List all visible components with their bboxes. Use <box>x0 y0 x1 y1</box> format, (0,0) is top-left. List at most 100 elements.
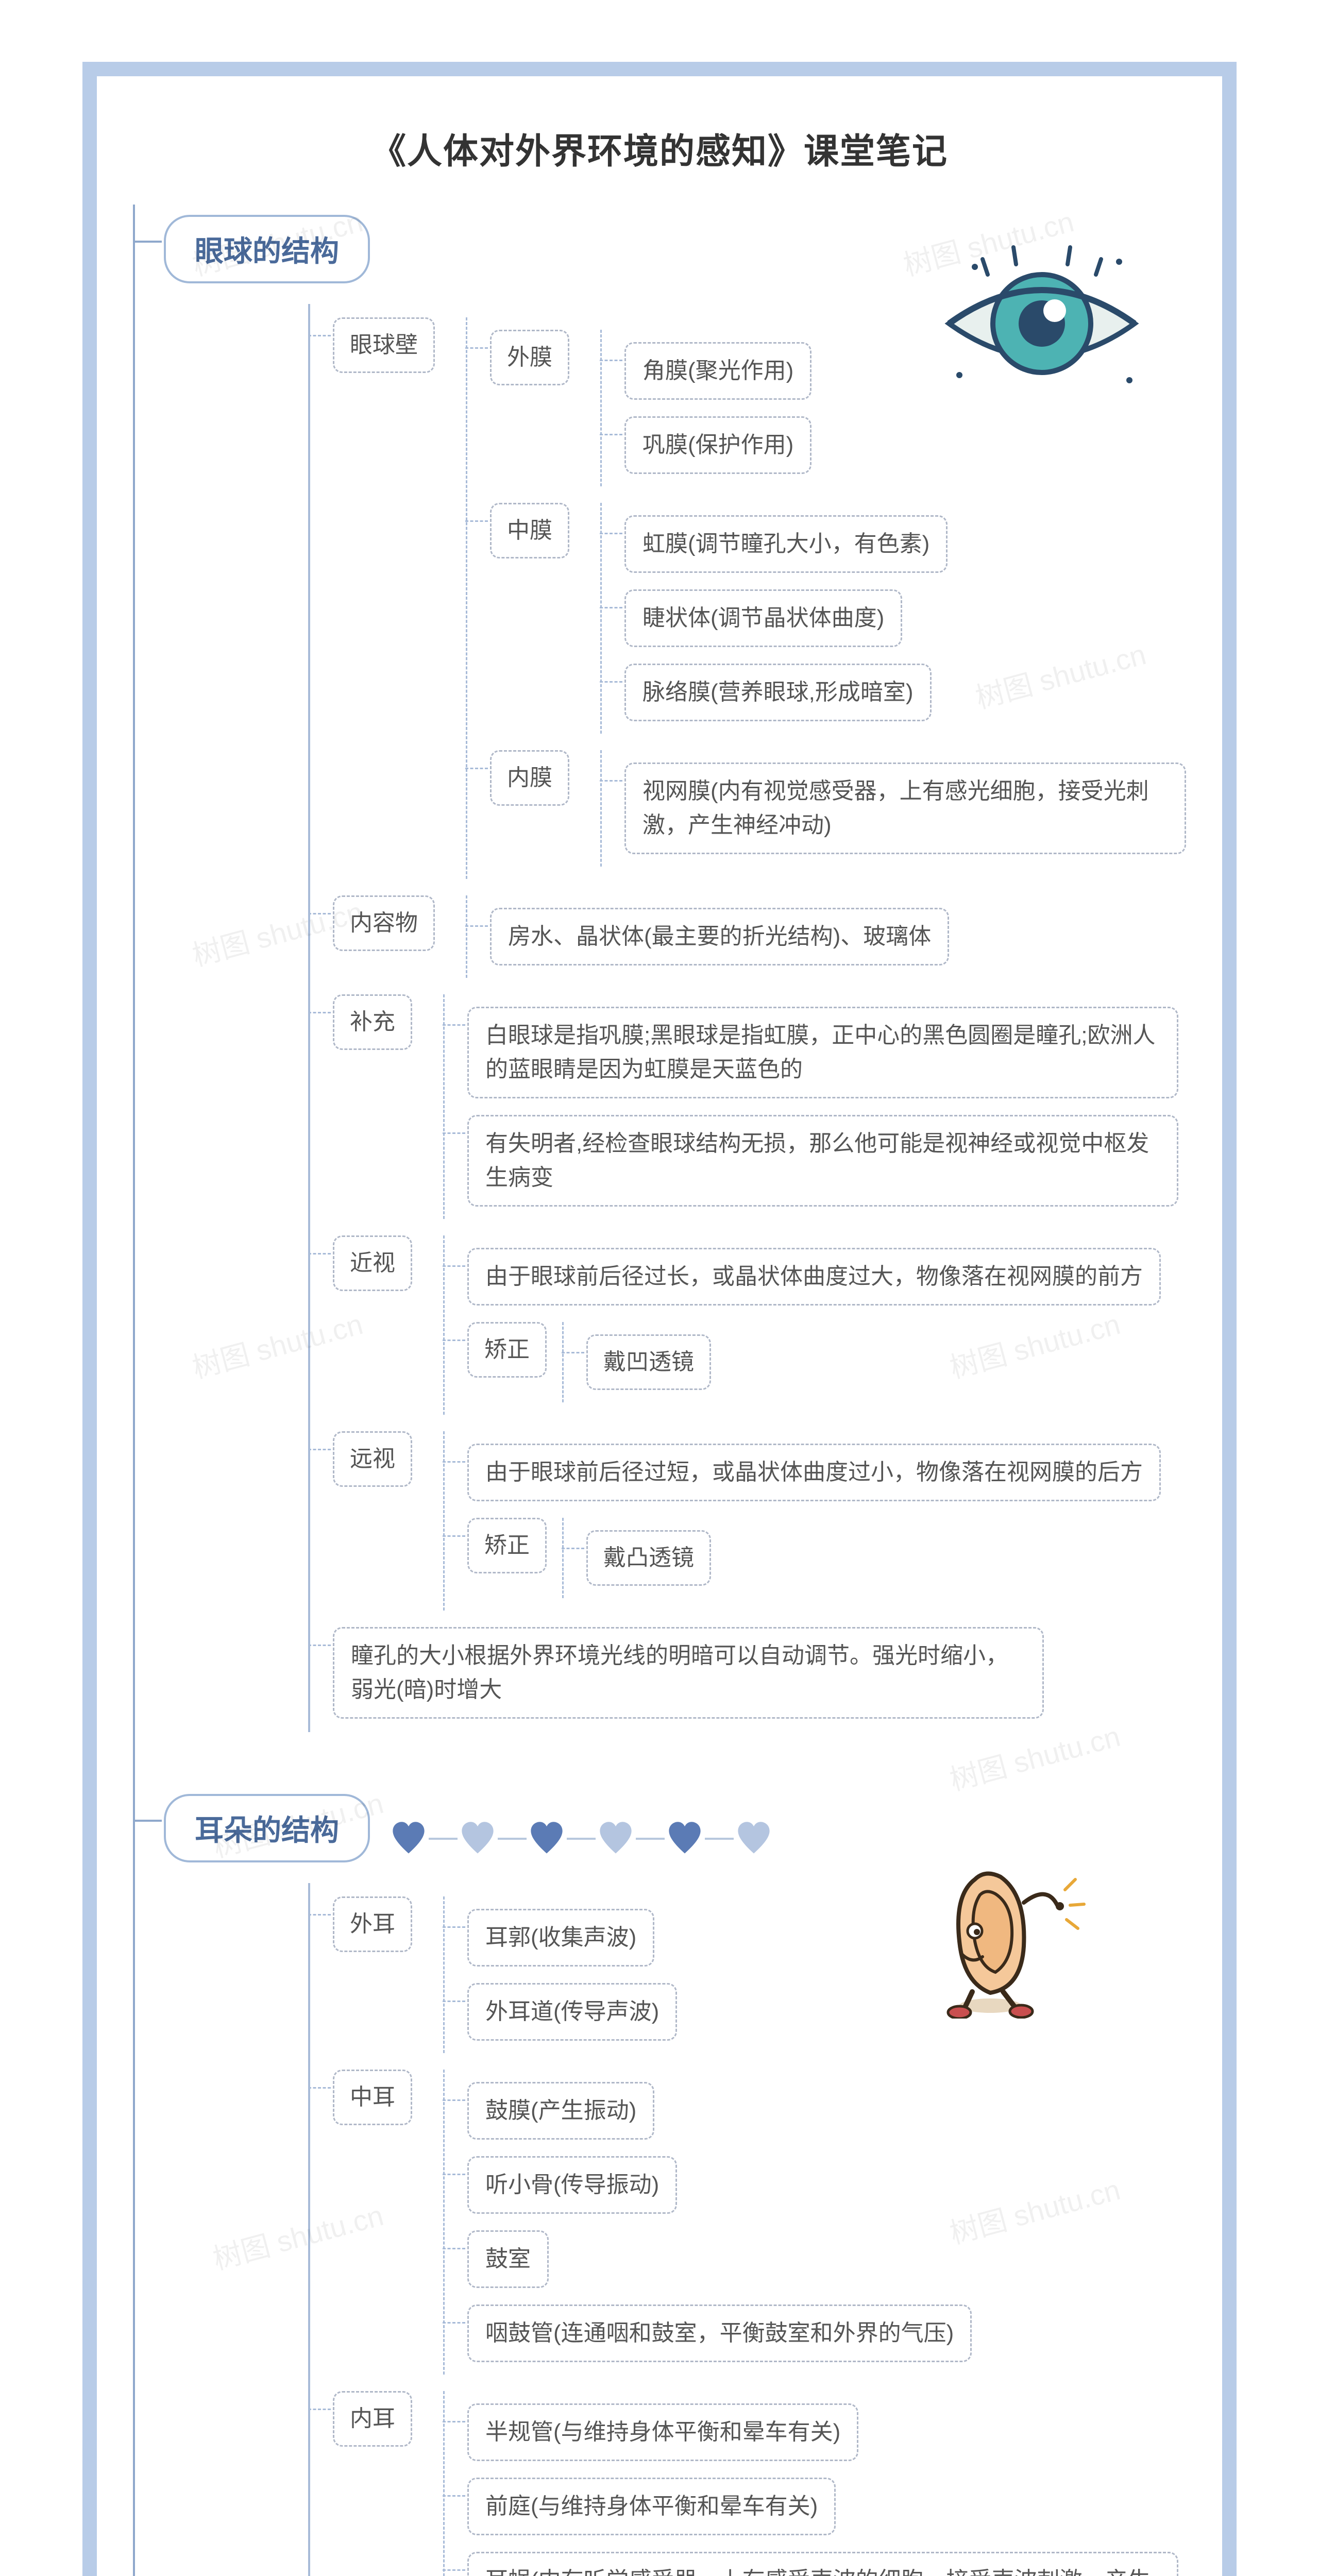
node-box: 鼓膜(产生振动) <box>467 2082 654 2140</box>
leaf-row: 鼓膜(产生振动) <box>445 2074 972 2148</box>
node-box: 耳蜗(内有听觉感受器，上有感受声波的细胞，接受声波刺激，产生神经冲动) <box>467 2552 1178 2576</box>
node-box: 矫正 <box>467 1322 547 1378</box>
leaf-row: 咽鼓管(连通咽和鼓室，平衡鼓室和外界的气压) <box>445 2296 972 2370</box>
mid-row: 内膜 视网膜(内有视觉感受器，上有感光细胞，接受光刺激，产生神经冲动) <box>467 742 1186 875</box>
leaf-row: 半规管(与维持身体平衡和晕车有关) <box>445 2395 1178 2469</box>
node-box: 由于眼球前后径过长，或晶状体曲度过大，物像落在视网膜的前方 <box>467 1248 1161 1306</box>
node-box: 近视 <box>333 1235 412 1291</box>
leaf-row: 睫状体(调节晶状体曲度) <box>602 581 948 655</box>
leaf-row: 听小骨(传导振动) <box>445 2148 972 2222</box>
sub-branch: 视网膜(内有视觉感受器，上有感光细胞，接受光刺激，产生神经冲动) <box>600 750 1186 867</box>
sub-branch: 白眼球是指巩膜;黑眼球是指虹膜，正中心的黑色圆圈是瞳孔;欧洲人的蓝眼睛是因为虹膜… <box>443 994 1178 1219</box>
leaf-row: 由于眼球前后径过长，或晶状体曲度过大，物像落在视网膜的前方 <box>445 1240 1161 1314</box>
node-box: 脉络膜(营养眼球,形成暗室) <box>624 664 932 721</box>
leaf-row: 外耳道(传导声波) <box>445 1975 677 2049</box>
node-box: 矫正 <box>467 1518 547 1573</box>
leaf-row: 鼓室 <box>445 2222 972 2296</box>
node-box: 有失明者,经检查眼球结构无损，那么他可能是视神经或视觉中枢发生病变 <box>467 1115 1178 1207</box>
mindmap-tree: 眼球的结构 眼球壁 外膜 角膜(聚光作用) 巩膜(保护作用) <box>133 215 1186 2576</box>
sub-branch: 房水、晶状体(最主要的折光结构)、玻璃体 <box>466 895 949 978</box>
node-box: 远视 <box>333 1431 412 1487</box>
leaf-row: 耳蜗(内有听觉感受器，上有感受声波的细胞，接受声波刺激，产生神经冲动) <box>445 2544 1178 2576</box>
sub-branch: 鼓膜(产生振动) 听小骨(传导振动) 鼓室咽鼓管(连通咽和鼓室，平衡鼓室和外界的气压… <box>443 2070 972 2375</box>
node-box: 睫状体(调节晶状体曲度) <box>624 589 902 647</box>
node-box: 虹膜(调节瞳孔大小，有色素) <box>624 515 948 573</box>
branch-row: 补充 白眼球是指巩膜;黑眼球是指虹膜，正中心的黑色圆圈是瞳孔;欧洲人的蓝眼睛是因… <box>310 986 1186 1227</box>
sub-branch: 半规管(与维持身体平衡和晕车有关) 前庭(与维持身体平衡和晕车有关) 耳蜗(内有听觉… <box>443 2391 1178 2576</box>
node-box: 内耳 <box>333 2391 412 2447</box>
node-box: 外耳 <box>333 1896 412 1952</box>
direct-leaf: 瞳孔的大小根据外界环境光线的明暗可以自动调节。强光时缩小，弱光(暗)时增大 <box>310 1619 1186 1727</box>
pair-row: 矫正 戴凸透镜 <box>445 1510 1161 1606</box>
heart-icon <box>598 1821 634 1857</box>
sub-branch: 由于眼球前后径过长，或晶状体曲度过大，物像落在视网膜的前方 矫正 戴凹透镜 <box>443 1235 1161 1415</box>
sub-branch: 外膜 角膜(聚光作用) 巩膜(保护作用) 中膜 虹膜(调节瞳孔大小，有色素) 睫状体… <box>466 317 1186 879</box>
heart-dash <box>636 1838 665 1840</box>
node-box: 咽鼓管(连通咽和鼓室，平衡鼓室和外界的气压) <box>467 2304 972 2362</box>
leaf-row: 房水、晶状体(最主要的折光结构)、玻璃体 <box>467 900 949 974</box>
branch-row: 内耳 半规管(与维持身体平衡和晕车有关) 前庭(与维持身体平衡和晕车有关) 耳蜗(内… <box>310 2383 1186 2576</box>
pair-sub: 戴凹透镜 <box>562 1322 711 1402</box>
branch-row: 内容物 房水、晶状体(最主要的折光结构)、玻璃体 <box>310 887 1186 986</box>
mid-row: 中膜 虹膜(调节瞳孔大小，有色素) 睫状体(调节晶状体曲度) 脉络膜(营养眼球,形成… <box>467 495 1186 742</box>
node-box: 内容物 <box>333 895 435 951</box>
heart-dash <box>429 1838 458 1840</box>
sub-branch: 角膜(聚光作用) 巩膜(保护作用) <box>600 330 811 486</box>
node-box: 房水、晶状体(最主要的折光结构)、玻璃体 <box>490 908 949 965</box>
section-eye-structure: 眼球的结构 眼球壁 外膜 角膜(聚光作用) 巩膜(保护作用) <box>133 215 1186 1732</box>
pair-row: 矫正 戴凹透镜 <box>445 1314 1161 1411</box>
heart-icon <box>460 1821 496 1857</box>
mid-row: 外膜 角膜(聚光作用) 巩膜(保护作用) <box>467 321 1186 495</box>
node-box: 眼球壁 <box>333 317 435 373</box>
node-box: 戴凹透镜 <box>586 1334 711 1390</box>
leaf-row: 由于眼球前后径过短，或晶状体曲度过小，物像落在视网膜的后方 <box>445 1435 1161 1510</box>
node-box: 外耳道(传导声波) <box>467 1983 677 2041</box>
heart-icon <box>391 1821 427 1857</box>
leaf-row: 有失明者,经检查眼球结构无损，那么他可能是视神经或视觉中枢发生病变 <box>445 1107 1178 1215</box>
main-frame: 《人体对外界环境的感知》课堂笔记 <box>82 62 1237 2576</box>
hearts-divider <box>391 1821 772 1857</box>
node-box: 补充 <box>333 994 412 1050</box>
section-ear-structure: 耳朵的结构 外耳 耳郭(收集声波)外耳道(传导声波) 中耳 鼓膜(产生振动)听小… <box>133 1794 1186 2576</box>
pair-value: 戴凸透镜 <box>564 1522 711 1594</box>
node-box: 半规管(与维持身体平衡和晕车有关) <box>467 2403 858 2461</box>
heart-dash <box>498 1838 527 1840</box>
node-box: 瞳孔的大小根据外界环境光线的明暗可以自动调节。强光时缩小，弱光(暗)时增大 <box>333 1627 1044 1719</box>
node-box: 巩膜(保护作用) <box>624 416 811 474</box>
section-children: 外耳 耳郭(收集声波)外耳道(传导声波) 中耳 鼓膜(产生振动)听小骨(传导振动… <box>308 1883 1186 2576</box>
node-box: 鼓室 <box>467 2230 549 2288</box>
sub-branch: 耳郭(收集声波) 外耳道(传导声波) <box>443 1896 677 2053</box>
leaf-row: 视网膜(内有视觉感受器，上有感光细胞，接受光刺激，产生神经冲动) <box>602 754 1186 862</box>
leaf-row: 脉络膜(营养眼球,形成暗室) <box>602 655 948 730</box>
node-box: 戴凸透镜 <box>586 1530 711 1586</box>
leaf-row: 角膜(聚光作用) <box>602 334 811 408</box>
node-box: 角膜(聚光作用) <box>624 342 811 400</box>
node-box: 中膜 <box>490 503 569 558</box>
heart-icon <box>667 1821 703 1857</box>
branch-row: 远视 由于眼球前后径过短，或晶状体曲度过小，物像落在视网膜的后方 矫正 戴凸透镜 <box>310 1423 1186 1619</box>
branch-row: 近视 由于眼球前后径过长，或晶状体曲度过大，物像落在视网膜的前方 矫正 戴凹透镜 <box>310 1227 1186 1423</box>
node-box: 前庭(与维持身体平衡和晕车有关) <box>467 2478 836 2535</box>
section-children: 眼球壁 外膜 角膜(聚光作用)巩膜(保护作用) 中膜 虹膜(调 <box>308 304 1186 1732</box>
node-box: 视网膜(内有视觉感受器，上有感光细胞，接受光刺激，产生神经冲动) <box>624 762 1186 854</box>
leaf-row: 虹膜(调节瞳孔大小，有色素) <box>602 507 948 581</box>
pair-sub: 戴凸透镜 <box>562 1518 711 1598</box>
sub-branch: 虹膜(调节瞳孔大小，有色素) 睫状体(调节晶状体曲度) 脉络膜(营养眼球,形成暗室) <box>600 503 948 734</box>
page-title: 《人体对外界环境的感知》课堂笔记 <box>133 123 1186 174</box>
node-box: 由于眼球前后径过短，或晶状体曲度过小，物像落在视网膜的后方 <box>467 1444 1161 1501</box>
section-badge-eye-structure: 眼球的结构 <box>164 215 370 283</box>
branch-row: 中耳 鼓膜(产生振动)听小骨(传导振动)鼓室咽鼓管(连通咽和鼓室，平衡鼓室和外界… <box>310 2061 1186 2383</box>
leaf-row: 白眼球是指巩膜;黑眼球是指虹膜，正中心的黑色圆圈是瞳孔;欧洲人的蓝眼睛是因为虹膜… <box>445 998 1178 1107</box>
node-box: 白眼球是指巩膜;黑眼球是指虹膜，正中心的黑色圆圈是瞳孔;欧洲人的蓝眼睛是因为虹膜… <box>467 1007 1178 1098</box>
leaf-row: 前庭(与维持身体平衡和晕车有关) <box>445 2469 1178 2544</box>
node-box: 耳郭(收集声波) <box>467 1909 654 1967</box>
node-box: 内膜 <box>490 750 569 806</box>
branch-row: 外耳 耳郭(收集声波) 外耳道(传导声波) <box>310 1888 1186 2061</box>
node-box: 听小骨(传导振动) <box>467 2156 677 2214</box>
node-box: 外膜 <box>490 330 569 385</box>
section-badge-ear-structure: 耳朵的结构 <box>164 1794 370 1862</box>
heart-dash <box>705 1838 734 1840</box>
pair-value: 戴凹透镜 <box>564 1326 711 1398</box>
heart-icon <box>529 1821 565 1857</box>
leaf-row: 巩膜(保护作用) <box>602 408 811 482</box>
